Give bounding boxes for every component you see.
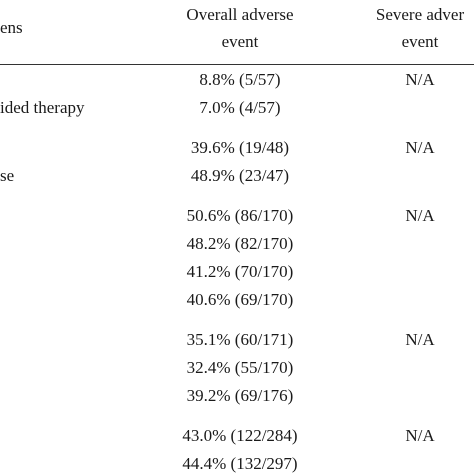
- header-overall: event: [221, 32, 259, 51]
- severe-cell: N/A: [405, 70, 435, 89]
- overall-cell: 39.2% (69/176): [186, 386, 294, 405]
- overall-cell: 50.6% (86/170): [186, 206, 294, 225]
- overall-cell: 7.0% (4/57): [199, 98, 281, 117]
- header-severe: event: [401, 32, 439, 51]
- overall-cell: 40.6% (69/170): [186, 290, 294, 309]
- header-overall: Overall adverse: [186, 5, 294, 24]
- header-regimen: ens: [0, 18, 23, 37]
- header-rule: [0, 64, 474, 65]
- regimen-label: se: [0, 166, 15, 185]
- severe-cell: N/A: [405, 330, 435, 349]
- severe-cell: N/A: [405, 206, 435, 225]
- overall-cell: 44.4% (132/297): [182, 454, 298, 473]
- overall-cell: 48.9% (23/47): [190, 166, 290, 185]
- regimen-label: ided therapy: [0, 98, 85, 117]
- severe-cell: N/A: [405, 426, 435, 445]
- overall-cell: 35.1% (60/171): [186, 330, 294, 349]
- overall-cell: 48.2% (82/170): [186, 234, 294, 253]
- overall-cell: 41.2% (70/170): [186, 262, 294, 281]
- severe-cell: N/A: [405, 138, 435, 157]
- overall-cell: 8.8% (5/57): [199, 70, 281, 89]
- header-severe: Severe adver: [375, 5, 465, 24]
- overall-cell: 39.6% (19/48): [190, 138, 290, 157]
- overall-cell: 32.4% (55/170): [186, 358, 294, 377]
- overall-cell: 43.0% (122/284): [182, 426, 298, 445]
